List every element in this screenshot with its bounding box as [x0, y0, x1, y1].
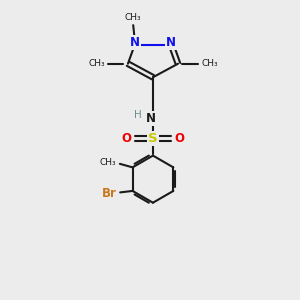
Text: S: S: [148, 132, 158, 145]
Text: N: N: [166, 36, 176, 49]
Text: O: O: [122, 132, 131, 145]
Text: CH₃: CH₃: [201, 59, 218, 68]
Text: CH₃: CH₃: [88, 59, 105, 68]
Text: O: O: [174, 132, 184, 145]
Text: H: H: [134, 110, 142, 120]
Text: Br: Br: [102, 188, 116, 200]
Text: CH₃: CH₃: [125, 13, 142, 22]
Text: N: N: [130, 36, 140, 49]
Text: CH₃: CH₃: [100, 158, 116, 167]
Text: N: N: [146, 112, 156, 125]
